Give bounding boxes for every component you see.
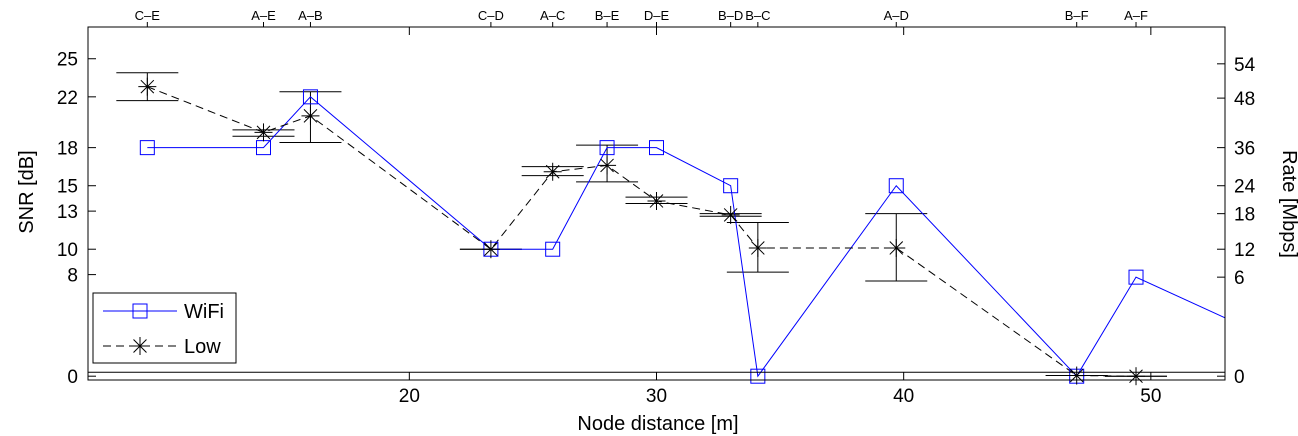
y2-tick-label: 18	[1234, 205, 1255, 226]
series-markers	[138, 78, 1145, 386]
y2-axis-title: Rate [Mbps]	[1278, 150, 1298, 258]
pair-label: A–D	[884, 8, 909, 23]
x-tick-label: 30	[646, 386, 667, 407]
y-tick-label: 10	[57, 240, 78, 261]
pair-label: C–E	[135, 8, 161, 23]
data-point-low	[1068, 367, 1086, 385]
data-point-low	[301, 107, 319, 125]
y2-tick-label: 0	[1234, 367, 1245, 388]
y-tick-label: 25	[57, 50, 78, 71]
y2-tick-label: 48	[1234, 89, 1255, 110]
pair-label: B–F	[1065, 8, 1089, 23]
y-tick-label: 0	[67, 367, 78, 388]
data-point-low	[544, 163, 562, 181]
y-tick-label: 13	[57, 202, 78, 223]
y2-tick-label: 54	[1234, 55, 1256, 76]
y2-tick-label: 6	[1234, 268, 1245, 289]
data-point-low	[482, 240, 500, 258]
x-tick-label: 20	[399, 386, 420, 407]
legend: WiFi Low	[93, 293, 236, 363]
data-point-low	[1127, 367, 1145, 385]
x-tick-label: 50	[1140, 386, 1161, 407]
y2-tick-label: 12	[1234, 240, 1255, 261]
legend-wifi-label: WiFi	[184, 301, 224, 323]
legend-low-marker	[131, 337, 149, 355]
pair-label: D–E	[644, 8, 670, 23]
pair-label: A–B	[298, 8, 323, 23]
data-point-low	[887, 239, 905, 257]
legend-low-label: Low	[184, 336, 221, 358]
pair-label: C–D	[478, 8, 504, 23]
y2-tick-label: 36	[1234, 139, 1255, 160]
series-line-low	[147, 87, 1136, 377]
pair-label: A–F	[1124, 8, 1148, 23]
data-point-low	[138, 78, 156, 96]
pair-label: B–D	[718, 8, 743, 23]
legend-asterisk	[131, 337, 149, 355]
pair-label: B–C	[745, 8, 770, 23]
y2-tick-label: 24	[1234, 177, 1256, 198]
y-tick-label: 8	[67, 266, 78, 287]
y-tick-label: 22	[57, 88, 78, 109]
series-line-wifi	[147, 97, 1225, 376]
pair-label: B–E	[595, 8, 620, 23]
y-tick-label: 15	[57, 177, 78, 198]
pair-labels: C–E A–E A–B C–D A–C B–E D–E B–D B–C A–D B–F A–F	[135, 8, 1148, 27]
series-lines	[147, 87, 1225, 377]
data-point-low	[598, 156, 616, 174]
x-axis-title: Node distance [m]	[577, 413, 738, 435]
pair-label: A–C	[540, 8, 565, 23]
data-point-low	[254, 123, 272, 141]
error-bars	[116, 73, 1167, 376]
data-point-low	[749, 239, 767, 257]
x-tick-label: 40	[893, 386, 914, 407]
pair-label: A–E	[251, 8, 276, 23]
data-point-low	[648, 192, 666, 210]
y-axis-title: SNR [dB]	[16, 150, 38, 233]
axis-ticks: 20 30 40 50 0 8 10 13 15 18 22 25 0 6 12 18 24 36 48 54	[57, 27, 1256, 407]
y-tick-label: 18	[57, 139, 78, 160]
data-point-low	[722, 206, 740, 224]
